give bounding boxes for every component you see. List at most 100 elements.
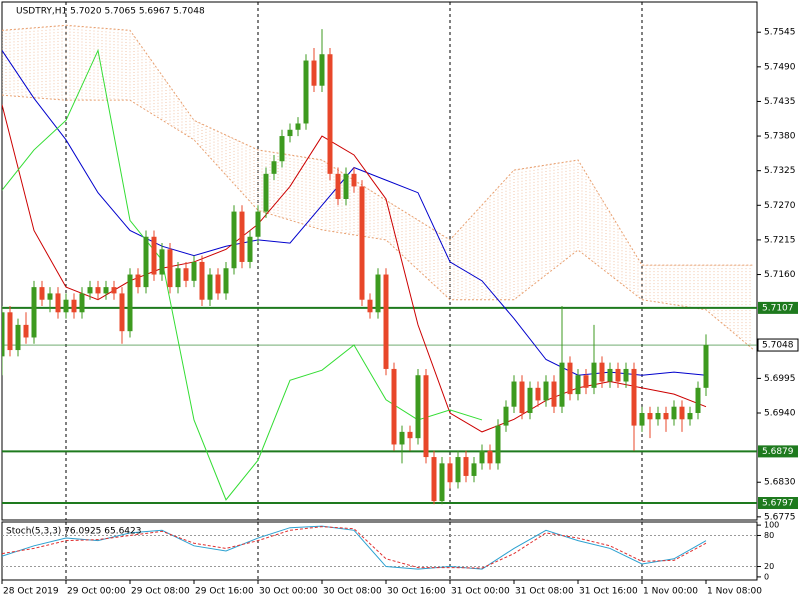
candle-body bbox=[383, 274, 389, 369]
candle-body bbox=[127, 274, 133, 332]
candle-body bbox=[231, 211, 237, 269]
candle-body bbox=[527, 387, 533, 414]
price-label-box bbox=[757, 338, 799, 352]
y-tick-label: 80 bbox=[764, 531, 774, 540]
y-tick-label: 5.7490 bbox=[764, 62, 796, 72]
candle-body bbox=[487, 450, 493, 464]
candle-body bbox=[207, 274, 213, 300]
level-label: 5.6797 bbox=[762, 499, 794, 509]
candle-body bbox=[583, 375, 589, 388]
y-tick-label: 5.7215 bbox=[764, 235, 796, 245]
x-tick-label: 30 Oct 08:00 bbox=[323, 587, 382, 597]
candle-body bbox=[615, 368, 621, 382]
candle-body bbox=[327, 54, 333, 174]
candle-body bbox=[55, 293, 61, 313]
x-tick-label: 29 Oct 00:00 bbox=[67, 587, 126, 597]
y-tick-label: 5.7325 bbox=[764, 166, 796, 176]
stoch-title: Stoch(5,3,3) 76.0925 65.6423 bbox=[6, 527, 141, 537]
indicator-line bbox=[2, 48, 483, 501]
candle-body bbox=[607, 368, 613, 382]
x-tick-label: 31 Oct 00:00 bbox=[451, 587, 510, 597]
candle-body bbox=[167, 249, 173, 288]
candle-body bbox=[199, 261, 205, 300]
indicator-line bbox=[2, 104, 707, 433]
candle-body bbox=[511, 381, 517, 407]
candle-body bbox=[311, 60, 317, 86]
candle-body bbox=[175, 268, 181, 288]
candle-body bbox=[439, 463, 445, 502]
level-label-box bbox=[758, 497, 798, 510]
candle-body bbox=[391, 368, 397, 445]
candle-body bbox=[407, 431, 413, 439]
candle-body bbox=[151, 236, 157, 275]
candle-body bbox=[423, 375, 429, 458]
candle-body bbox=[359, 186, 365, 300]
x-tick-label: 29 Oct 08:00 bbox=[131, 587, 190, 597]
candle-body bbox=[79, 293, 85, 313]
candle-body bbox=[343, 173, 349, 200]
candle-body bbox=[95, 287, 101, 294]
candle-body bbox=[255, 211, 261, 237]
candle-body bbox=[335, 173, 341, 200]
candle-body bbox=[639, 413, 645, 426]
candle-body bbox=[535, 387, 541, 401]
candle-body bbox=[271, 161, 277, 174]
candle-body bbox=[287, 129, 293, 137]
candle-body bbox=[399, 431, 405, 445]
stoch-line bbox=[2, 525, 707, 570]
candle-body bbox=[463, 457, 469, 476]
candle-body bbox=[631, 368, 637, 426]
candle-body bbox=[375, 274, 381, 313]
candle-body bbox=[671, 406, 677, 420]
candle-body bbox=[23, 324, 29, 338]
candle-body bbox=[567, 362, 573, 395]
y-tick-label: 5.7380 bbox=[764, 132, 796, 142]
candle-body bbox=[503, 406, 509, 426]
candle-body bbox=[39, 287, 45, 300]
y-tick-label: 5.7160 bbox=[764, 270, 796, 280]
candle-body bbox=[135, 274, 141, 288]
candle-body bbox=[647, 413, 653, 420]
x-tick-label: 1 Nov 08:00 bbox=[707, 587, 762, 597]
x-tick-label: 29 Oct 16:00 bbox=[195, 587, 254, 597]
candle-body bbox=[447, 463, 453, 483]
chart-title: USDTRY,H1 5.7020 5.7065 5.6967 5.7048 bbox=[16, 7, 205, 17]
y-tick-label: 20 bbox=[764, 562, 774, 571]
candle-body bbox=[295, 123, 301, 130]
candle-body bbox=[223, 268, 229, 294]
candle-body bbox=[351, 173, 357, 187]
y-tick-label: 5.6775 bbox=[764, 512, 796, 522]
y-tick-label: 0 bbox=[764, 572, 769, 581]
y-tick-label: 5.6940 bbox=[764, 409, 796, 419]
candle-body bbox=[415, 375, 421, 439]
x-tick-label: 30 Oct 00:00 bbox=[259, 587, 318, 597]
y-tick-label: 5.7545 bbox=[764, 28, 796, 38]
level-label-box bbox=[758, 445, 798, 458]
x-tick-label: 28 Oct 2019 bbox=[3, 587, 59, 597]
candle-body bbox=[479, 450, 485, 464]
candle-body bbox=[575, 375, 581, 395]
candle-body bbox=[111, 287, 117, 294]
candle-body bbox=[703, 345, 709, 388]
candle-body bbox=[15, 324, 21, 351]
stoch-line bbox=[2, 526, 707, 569]
y-tick-label: 5.7270 bbox=[764, 201, 796, 211]
candle-body bbox=[183, 268, 189, 281]
y-tick-label: 5.7435 bbox=[764, 97, 796, 107]
x-tick-label: 31 Oct 16:00 bbox=[579, 587, 638, 597]
candle-body bbox=[455, 457, 461, 483]
candle-body bbox=[71, 299, 77, 313]
price-label: 5.7048 bbox=[762, 341, 794, 351]
candle-body bbox=[679, 406, 685, 420]
candle-body bbox=[543, 381, 549, 401]
candle-body bbox=[87, 287, 93, 294]
candle-body bbox=[2, 312, 5, 357]
candle-body bbox=[655, 413, 661, 420]
candle-body bbox=[431, 457, 437, 502]
candle-body bbox=[591, 362, 597, 388]
x-tick-label: 31 Oct 08:00 bbox=[515, 587, 574, 597]
candle-body bbox=[143, 236, 149, 288]
y-tick-label: 5.6995 bbox=[764, 374, 796, 384]
candle-body bbox=[247, 236, 253, 262]
candle-body bbox=[263, 173, 269, 212]
